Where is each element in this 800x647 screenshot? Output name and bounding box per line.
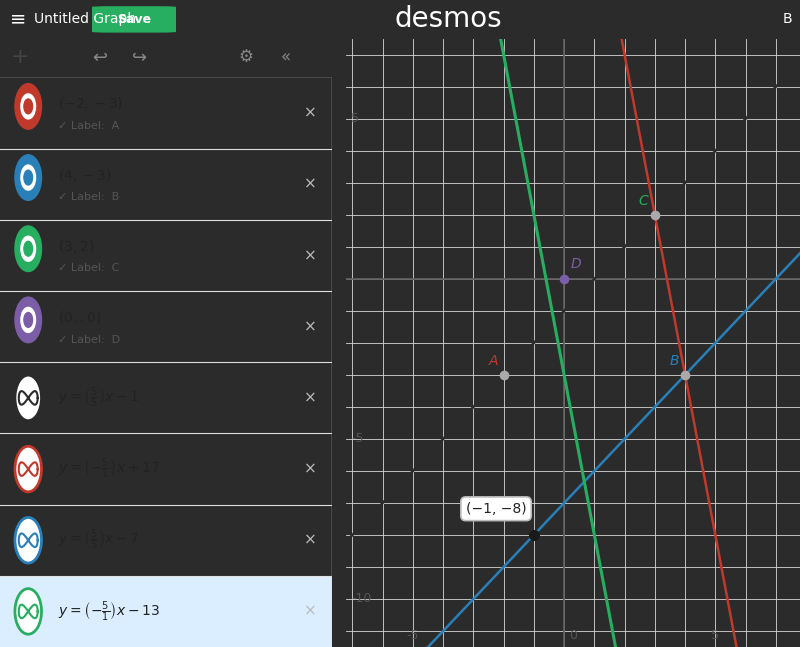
Text: $y = \left(\frac{5}{5}\right)x - 7$: $y = \left(\frac{5}{5}\right)x - 7$ <box>58 528 140 553</box>
Circle shape <box>21 94 35 119</box>
Text: -5: -5 <box>406 629 419 642</box>
Text: ✓ Label:  B: ✓ Label: B <box>58 192 119 203</box>
Text: Untitled Graph: Untitled Graph <box>34 12 136 27</box>
Circle shape <box>15 226 42 272</box>
Text: ×: × <box>304 177 317 192</box>
Text: ✓ Label:  C: ✓ Label: C <box>58 263 119 274</box>
Circle shape <box>15 83 42 129</box>
Text: ↩: ↩ <box>92 49 107 67</box>
Text: $y = \left(-\frac{5}{1}\right)x + 17$: $y = \left(-\frac{5}{1}\right)x + 17$ <box>58 457 160 481</box>
Text: ×: × <box>304 461 317 477</box>
Text: 0: 0 <box>569 629 577 642</box>
Text: ×: × <box>304 319 317 334</box>
Text: -5: -5 <box>351 432 363 445</box>
Bar <box>0 576 332 647</box>
Text: ✓ Label:  A: ✓ Label: A <box>58 121 119 131</box>
Circle shape <box>15 155 42 201</box>
Text: ×: × <box>304 532 317 548</box>
Circle shape <box>15 589 42 634</box>
Circle shape <box>15 518 42 563</box>
Text: A: A <box>489 355 498 368</box>
Text: Save: Save <box>118 13 151 26</box>
Text: desmos: desmos <box>394 5 502 34</box>
Text: C: C <box>638 194 648 208</box>
Circle shape <box>15 297 42 343</box>
Text: $(-2,-3)$: $(-2,-3)$ <box>58 96 123 113</box>
Text: ×: × <box>304 390 317 406</box>
Text: -10: -10 <box>351 593 371 606</box>
Text: (−1, −8): (−1, −8) <box>466 502 526 516</box>
Circle shape <box>24 313 33 327</box>
Text: B: B <box>782 12 792 27</box>
Text: ×: × <box>304 604 317 619</box>
Circle shape <box>15 375 42 421</box>
Text: $(4,-3)$: $(4,-3)$ <box>58 167 111 184</box>
Text: $y = \left(\frac{5}{5}\right)x - 1$: $y = \left(\frac{5}{5}\right)x - 1$ <box>58 386 140 410</box>
Text: ↪: ↪ <box>132 49 147 67</box>
FancyBboxPatch shape <box>92 6 176 32</box>
Circle shape <box>21 307 35 333</box>
Circle shape <box>24 99 33 114</box>
Text: ⚙: ⚙ <box>238 49 253 67</box>
Text: 5: 5 <box>711 629 719 642</box>
Text: $(3,2)$: $(3,2)$ <box>58 238 94 255</box>
Text: ✓ Label:  D: ✓ Label: D <box>58 334 120 345</box>
Text: ×: × <box>304 248 317 263</box>
Text: ×: × <box>304 105 317 121</box>
Circle shape <box>24 241 33 256</box>
Text: 5: 5 <box>351 113 359 126</box>
Text: D: D <box>570 257 581 270</box>
Text: $(0..0)$: $(0..0)$ <box>58 309 102 325</box>
Circle shape <box>21 236 35 261</box>
Text: $y = \left(-\frac{5}{1}\right)x - 13$: $y = \left(-\frac{5}{1}\right)x - 13$ <box>58 599 160 624</box>
Text: +: + <box>10 47 30 67</box>
Text: ≡: ≡ <box>10 10 26 29</box>
Text: «: « <box>281 49 290 67</box>
Circle shape <box>21 165 35 190</box>
Circle shape <box>15 446 42 492</box>
Text: B: B <box>670 355 679 368</box>
Circle shape <box>24 170 33 185</box>
